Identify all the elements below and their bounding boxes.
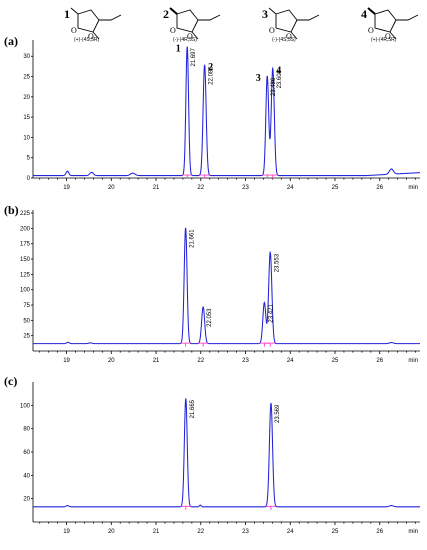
lactone-structure-4: O O (367, 7, 419, 41)
lactone-structure-3: O O (268, 7, 320, 41)
panel-0-x-tick-label-2: 21 (153, 185, 160, 191)
panel-1-chromatogram-trace (33, 227, 420, 345)
panel-2-x-tick-label-4: 23 (242, 529, 249, 535)
panel-0-x-tick-label-3: 22 (197, 185, 204, 191)
panel-1-y-tick-label-4: 125 (20, 272, 31, 278)
panel-1-x-tick-label-3: 22 (197, 358, 204, 364)
svg-text:O: O (368, 26, 374, 35)
panel-0-peak-label-2: 23.486 (271, 77, 277, 96)
svg-text:O: O (88, 32, 94, 41)
compound-2-number: 2 (163, 7, 169, 21)
panel-1-peak-label-3: 23.553 (274, 253, 280, 272)
panel-0-x-tick-label-7: 26 (376, 185, 383, 191)
panel-0-y-tick-label-3: 15 (23, 115, 30, 121)
compound-2-structure: 2 O O (-)-(4R,5S) (159, 0, 229, 48)
lactone-structure-1: O O (70, 7, 122, 41)
lactone-structure-2: O O (169, 7, 221, 41)
panel-0-y-tick-label-2: 10 (23, 135, 30, 141)
panel-2-y-tick-label-2: 60 (23, 450, 30, 456)
panel-1-x-tick-label-6: 25 (332, 358, 339, 364)
panel-2-x-tick-label-2: 21 (153, 529, 160, 535)
panel-1-x-tick-label-5: 24 (287, 358, 294, 364)
panel-2-x-tick-label-5: 24 (287, 529, 294, 535)
panel-2-x-tick-label-6: 25 (332, 529, 339, 535)
svg-text:O: O (286, 32, 292, 41)
panel-0-peak-number-2: 3 (256, 73, 261, 84)
panel-0-peak-number-1: 2 (208, 62, 213, 73)
panel-2-x-tick-label-0: 19 (63, 529, 70, 535)
compound-2-name: (-)-(4R,5S) (173, 37, 197, 43)
panel-1-x-tick-label-7: 26 (376, 358, 383, 364)
compound-4-number: 4 (361, 7, 367, 21)
panel-0-x-tick-label-6: 25 (332, 185, 339, 191)
panel-2-chromatogram-trace (33, 398, 420, 508)
panel-1-y-tick-label-1: 50 (23, 318, 30, 324)
panel-0-x-unit-label: min (408, 185, 418, 191)
panel-2-y-tick-label-3: 80 (23, 427, 30, 433)
svg-text:O: O (269, 26, 275, 35)
compound-3-name: (-)-(4S,5S) (272, 37, 296, 43)
panel-1-x-tick-label-2: 21 (153, 358, 160, 364)
panel-a-label: (a) (4, 34, 18, 48)
panel-1-x-tick-label-0: 19 (63, 358, 70, 364)
panel-2-y-tick-label-4: 100 (20, 403, 31, 409)
panel-0-y-tick-label-0: 0 (27, 176, 31, 182)
svg-text:O: O (71, 26, 77, 35)
panel-0-peak-label-0: 21.697 (191, 47, 197, 66)
compound-3-number: 3 (262, 7, 268, 21)
panel-0-x-tick-label-4: 23 (242, 185, 249, 191)
panel-2-y-tick-label-1: 40 (23, 473, 30, 479)
svg-text:O: O (385, 32, 391, 41)
panel-1-y-tick-label-5: 150 (20, 257, 31, 263)
panel-1-x-tick-label-1: 20 (108, 358, 115, 364)
compound-4-name: (+)-(4R,5R) (371, 37, 397, 43)
panel-2-x-unit-label: min (408, 529, 418, 535)
panel-0-y-tick-label-4: 20 (23, 95, 30, 101)
panel-1-x-tick-label-4: 23 (242, 358, 249, 364)
panel-0-peak-number-3: 4 (276, 65, 281, 76)
panel-2-peak-label-0: 21.665 (190, 399, 196, 418)
panel-0-y-tick-label-1: 5 (27, 156, 31, 162)
panel-0-x-tick-label-1: 20 (108, 185, 115, 191)
panel-1-y-tick-label-2: 75 (23, 303, 30, 309)
panel-0-peak-label-3: 23.609 (277, 69, 283, 88)
panel-2-y-tick-label-0: 20 (23, 497, 30, 503)
panel-2-peak-label-1: 23.569 (275, 404, 281, 423)
panel-1-peak-label-0: 21.661 (190, 229, 196, 248)
compound-1-structure: 1 O O (+)-(4S,5R) (60, 0, 130, 48)
svg-text:O: O (187, 32, 193, 41)
panel-0-x-tick-label-0: 19 (63, 185, 70, 191)
svg-text:O: O (170, 26, 176, 35)
panel-0-peak-label-1: 22.086 (209, 66, 215, 85)
compound-1-number: 1 (64, 7, 70, 21)
panel-b-label: (b) (4, 203, 19, 217)
compound-3-structure: 3 O O (-)-(4S,5S) (258, 0, 328, 48)
panel-1-y-tick-label-8: 225 (20, 211, 31, 217)
panel-c-label: (c) (4, 374, 18, 388)
panel-1-peak-label-1: 22.053 (207, 308, 213, 327)
compound-4-structure: 4 O O (+)-(4R,5R) (357, 0, 427, 48)
panel-1-y-tick-label-6: 175 (20, 242, 31, 248)
panel-2-x-tick-label-7: 26 (376, 529, 383, 535)
panel-1-x-unit-label: min (408, 358, 418, 364)
panel-2-x-tick-label-3: 22 (197, 529, 204, 535)
panel-0-peak-number-0: 1 (176, 43, 181, 54)
panel-1-peak-label-2: 23.421 (268, 304, 274, 323)
panel-0-y-tick-label-5: 25 (23, 75, 30, 81)
panel-1-y-tick-label-0: 25 (23, 334, 30, 340)
panel-1-y-tick-label-3: 100 (20, 288, 31, 294)
panel-2-x-tick-label-1: 20 (108, 529, 115, 535)
panel-0-y-tick-label-6: 30 (23, 54, 30, 60)
panel-0-chromatogram-trace (33, 46, 421, 177)
panel-1-y-tick-label-7: 200 (20, 226, 31, 232)
panel-0-x-tick-label-5: 24 (287, 185, 294, 191)
compound-1-name: (+)-(4S,5R) (74, 37, 100, 43)
